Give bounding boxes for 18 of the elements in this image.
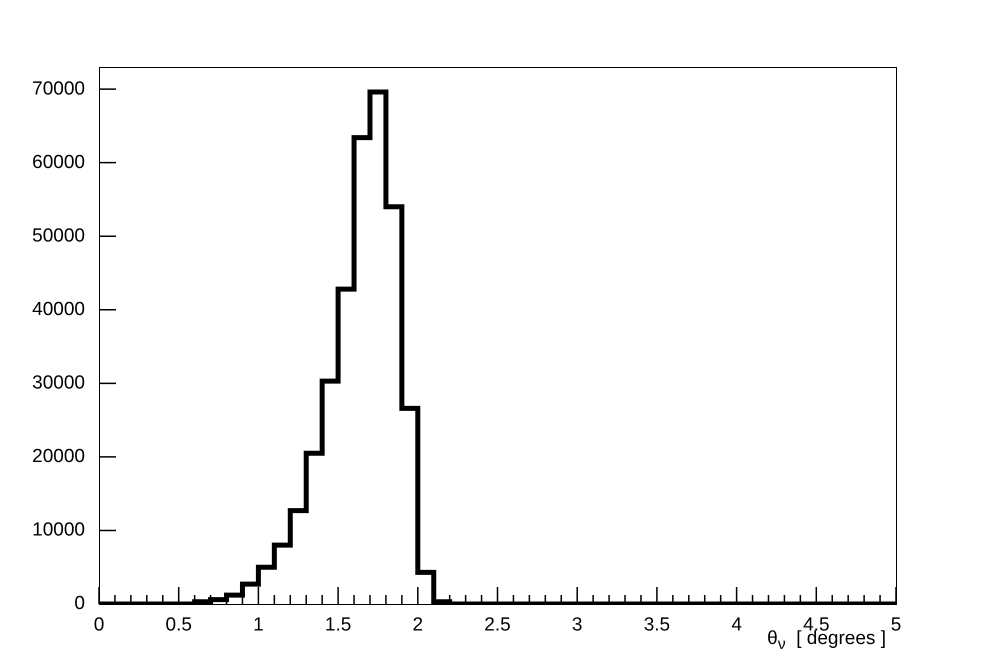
y-tick-label: 50000 (32, 225, 85, 246)
y-tick-label: 0 (74, 593, 85, 614)
x-tick-label: 1 (253, 614, 264, 636)
y-tick-label: 30000 (32, 372, 85, 394)
y-tick-label: 70000 (32, 78, 85, 100)
x-tick-label: 5 (890, 614, 902, 636)
x-tick-label: 3 (572, 614, 582, 636)
x-tick-label: 1.5 (324, 614, 352, 636)
x-tick-label: 0 (94, 614, 104, 636)
y-tick-label: 10000 (32, 520, 85, 541)
x-tick-label: 2.5 (484, 614, 511, 636)
x-tick-label: 4 (731, 614, 742, 636)
x-tick-label: 3.5 (644, 614, 670, 636)
y-tick-label: 60000 (32, 152, 85, 173)
y-tick-label: 40000 (32, 298, 85, 320)
x-tick-label: 0.5 (165, 614, 192, 636)
x-tick-label: 2 (412, 614, 424, 636)
y-tick-label: 20000 (32, 446, 85, 468)
